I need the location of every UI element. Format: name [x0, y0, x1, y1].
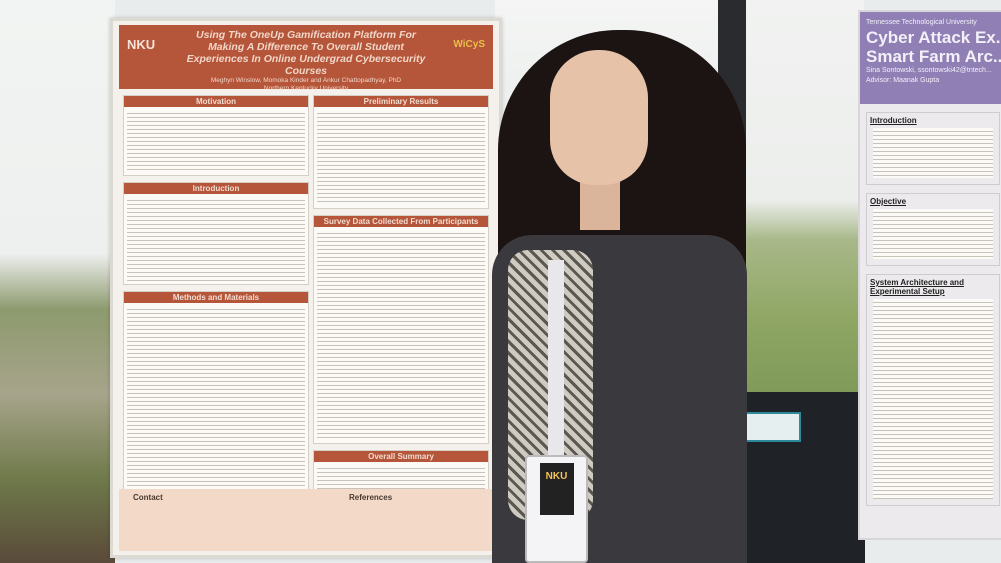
wicys-logo: WiCyS [453, 39, 485, 50]
poster-section: Motivation [123, 95, 309, 176]
window-right [746, 0, 864, 400]
poster-section: Introduction [123, 182, 309, 285]
poster-section: Introduction [866, 112, 1000, 185]
lanyard [548, 260, 564, 460]
research-poster-right: Tennessee Technological University Cyber… [858, 10, 1001, 540]
person-face [550, 50, 648, 185]
poster-title: Using The OneUp Gamification Platform Fo… [186, 29, 426, 77]
poster-section: Preliminary Results [313, 95, 489, 209]
poster-university: Tennessee Technological University [866, 19, 977, 26]
poster-advisor: Advisor: Maanak Gupta [866, 77, 940, 84]
poster-author: Sina Sontowski, ssontowski42@tntech... [866, 67, 992, 74]
window-left [0, 0, 115, 563]
poster-section: System Architecture and Experimental Set… [866, 274, 1000, 506]
research-poster: NKU WiCyS Using The OneUp Gamification P… [110, 18, 502, 558]
poster-header: NKU WiCyS Using The OneUp Gamification P… [119, 25, 493, 92]
name-badge: NKU [525, 455, 588, 563]
poster-authors: Meghyn Winslow, Momoka Kinder and Ankur … [210, 77, 402, 84]
poster-footer: Contact References [119, 489, 493, 551]
references-heading: References [349, 493, 393, 502]
poster-section: Methods and Materials [123, 291, 309, 510]
nku-logo: NKU [127, 37, 156, 52]
badge-logo: NKU [539, 463, 574, 515]
poster-title: Cyber Attack Ex... Smart Farm Arc... [866, 28, 1001, 66]
poster-section: Objective [866, 193, 1000, 266]
contact-heading: Contact [133, 493, 163, 502]
poster-affiliation: Northern Kentucky University [263, 85, 349, 92]
poster-section: Survey Data Collected From Participants [313, 215, 489, 444]
